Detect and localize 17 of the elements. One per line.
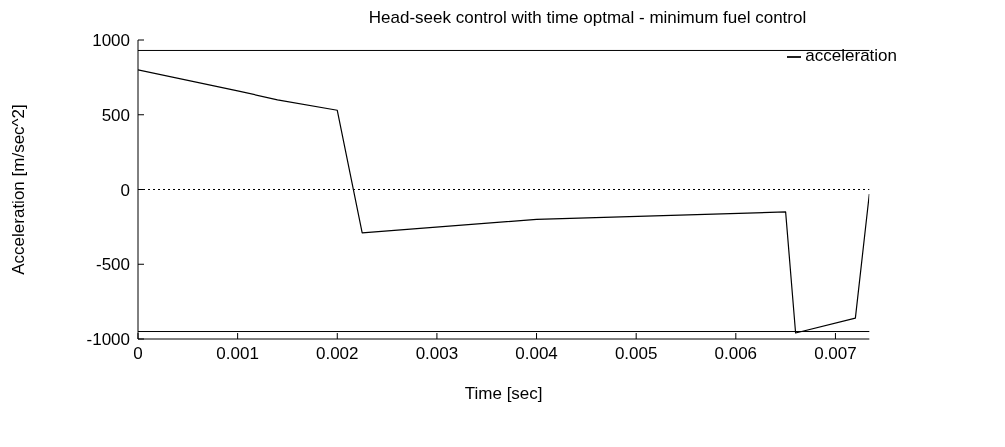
x-tick-label: 0 — [133, 344, 143, 364]
y-tick-label: -500 — [95, 255, 130, 275]
x-tick-label: 0.005 — [614, 344, 658, 364]
x-tick-label: 0.001 — [216, 344, 259, 364]
y-tick-label: 1000 — [92, 31, 130, 51]
x-tick-label: 0.004 — [515, 344, 558, 364]
x-tick-label: 0.007 — [814, 344, 857, 364]
x-axis-title: Time [sec] — [464, 384, 543, 403]
chart-title: Head-seek control with time optmal - minimum fuel control — [367, 8, 808, 28]
x-tick-label: 0.006 — [714, 344, 758, 364]
y-tick-label: 500 — [101, 105, 130, 125]
x-tick-label: 0.002 — [316, 344, 359, 364]
x-tick-label: 0.003 — [415, 344, 459, 364]
legend-label: acceleration — [805, 46, 897, 65]
y-tick-label: -1000 — [86, 330, 130, 350]
y-axis-title: Acceleration [m/sec^2] — [9, 104, 29, 275]
y-tick-label: 0 — [120, 180, 130, 200]
